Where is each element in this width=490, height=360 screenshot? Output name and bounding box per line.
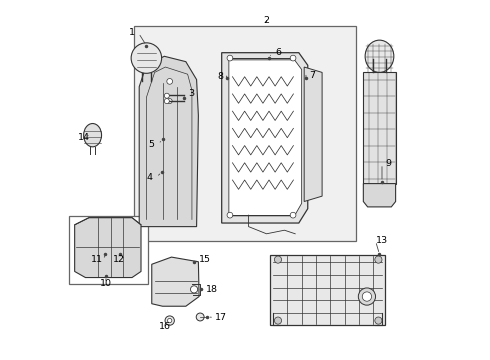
Circle shape	[274, 317, 282, 324]
Text: 14: 14	[77, 133, 90, 142]
Text: 12: 12	[113, 256, 125, 265]
Text: 6: 6	[275, 48, 281, 57]
Text: 3: 3	[188, 89, 194, 98]
Ellipse shape	[365, 40, 394, 72]
Polygon shape	[364, 184, 395, 207]
Polygon shape	[229, 60, 302, 216]
Circle shape	[164, 93, 170, 98]
Circle shape	[227, 55, 233, 61]
Text: 13: 13	[376, 237, 388, 246]
Polygon shape	[270, 255, 385, 325]
Text: 10: 10	[100, 279, 112, 288]
Circle shape	[375, 317, 382, 324]
Text: 7: 7	[309, 71, 316, 80]
Circle shape	[358, 288, 375, 305]
Ellipse shape	[131, 43, 162, 73]
Circle shape	[290, 55, 296, 61]
Text: 9: 9	[386, 159, 392, 168]
Circle shape	[168, 319, 172, 323]
Circle shape	[191, 286, 197, 293]
Ellipse shape	[84, 123, 101, 147]
Text: 15: 15	[199, 255, 211, 264]
Bar	[134, 26, 356, 241]
Circle shape	[362, 292, 371, 301]
Polygon shape	[304, 67, 322, 202]
Circle shape	[167, 78, 172, 84]
Polygon shape	[364, 72, 395, 184]
Circle shape	[164, 99, 170, 104]
Text: 5: 5	[149, 140, 155, 149]
Bar	[69, 216, 148, 284]
Text: 2: 2	[264, 16, 270, 25]
Text: 17: 17	[215, 313, 226, 322]
Text: 16: 16	[159, 322, 171, 331]
Circle shape	[196, 313, 204, 321]
Text: 4: 4	[147, 173, 153, 182]
Polygon shape	[152, 257, 199, 306]
Circle shape	[167, 99, 172, 104]
Circle shape	[290, 212, 296, 218]
Circle shape	[165, 316, 174, 325]
Polygon shape	[139, 56, 198, 226]
Circle shape	[274, 256, 282, 263]
Circle shape	[375, 256, 382, 263]
Text: 11: 11	[91, 256, 103, 265]
Text: 18: 18	[206, 285, 218, 294]
Text: 8: 8	[217, 72, 223, 81]
Circle shape	[227, 212, 233, 218]
Polygon shape	[221, 53, 308, 223]
Text: 1: 1	[129, 28, 135, 37]
Polygon shape	[74, 218, 141, 278]
